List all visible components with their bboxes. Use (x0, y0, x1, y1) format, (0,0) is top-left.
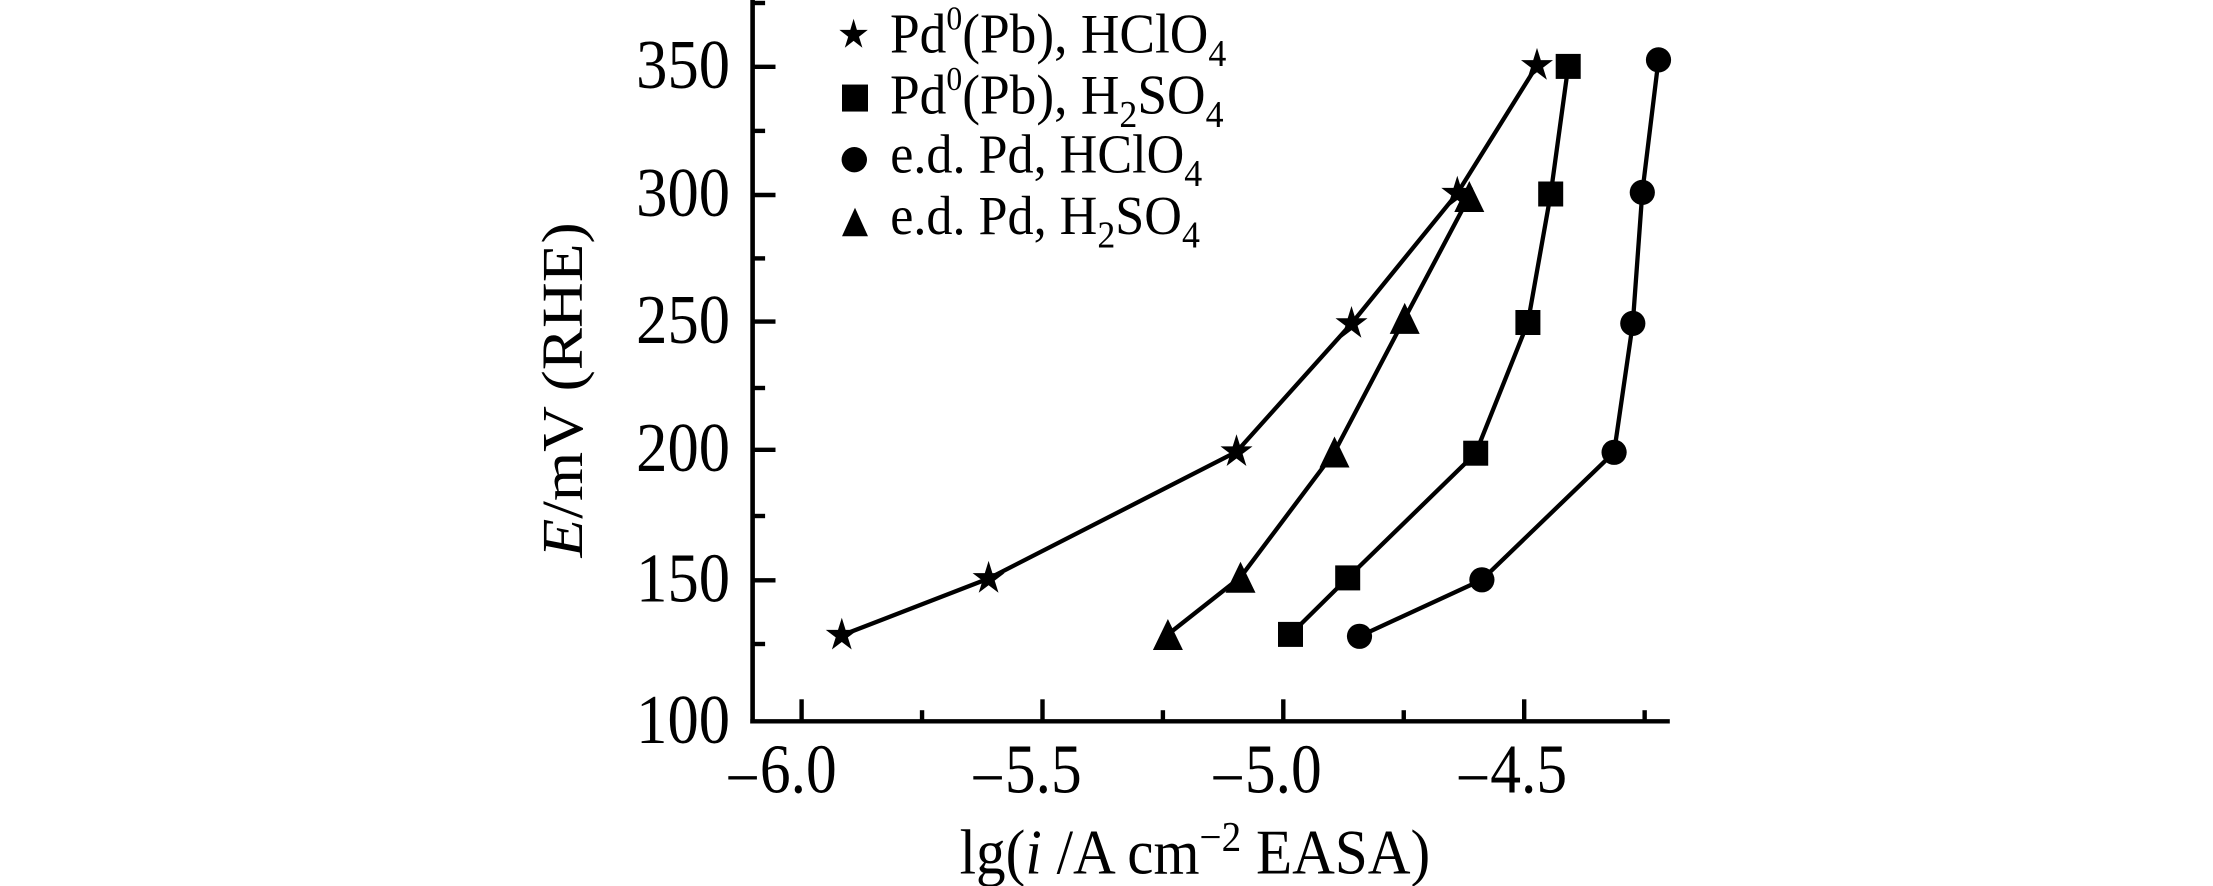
svg-text:150: 150 (636, 541, 730, 618)
svg-text:lg(i /A cm−2 EASA): lg(i /A cm−2 EASA) (960, 814, 1431, 886)
svg-text:200: 200 (636, 410, 730, 487)
svg-text:E/mV (RHE): E/mV (RHE) (531, 222, 595, 558)
svg-text:100: 100 (636, 682, 730, 759)
svg-text:350: 350 (636, 27, 730, 104)
svg-text:−6.0: −6.0 (725, 732, 837, 817)
svg-text:−4.5: −4.5 (1456, 732, 1568, 817)
svg-text:300: 300 (636, 155, 730, 232)
svg-text:Pd0(Pb), H2SO4: Pd0(Pb), H2SO4 (890, 61, 1224, 135)
svg-text:−5.5: −5.5 (970, 732, 1082, 817)
svg-text:−5.0: −5.0 (1210, 732, 1322, 817)
svg-text:250: 250 (636, 282, 730, 359)
svg-text:Pd0(Pb), HClO4: Pd0(Pb), HClO4 (890, 1, 1226, 75)
svg-text:e.d. Pd, H2SO4: e.d. Pd, H2SO4 (890, 184, 1200, 255)
svg-text:e.d. Pd, HClO4: e.d. Pd, HClO4 (890, 123, 1202, 194)
